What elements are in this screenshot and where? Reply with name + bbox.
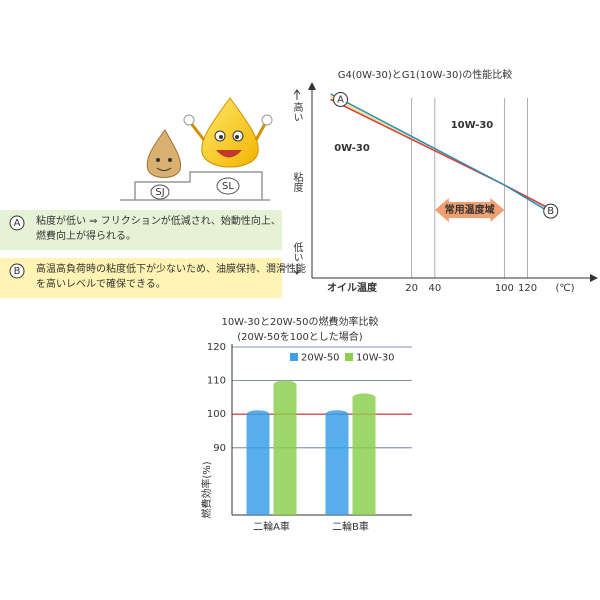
end-marker-label: A [337, 94, 344, 105]
series-line [330, 93, 552, 214]
end-marker-label: B [547, 206, 554, 217]
y-axis-label: 燃費効率(%) [200, 461, 213, 518]
mascot: SJ SL [120, 97, 273, 201]
end-marker [333, 91, 349, 107]
y-axis-label: 粘度 [291, 171, 303, 193]
note-text: を高いレベルで確保できる。 [36, 277, 166, 290]
legend-label: 20W-50 [301, 353, 340, 364]
axis-arrow [590, 274, 598, 282]
y-bottom-label: 低い [291, 241, 303, 262]
x-axis-unit: (℃) [555, 283, 574, 294]
note-marker: B [14, 266, 21, 277]
range-label: 常用温度域 [445, 203, 495, 216]
podium-label: SL [222, 181, 234, 192]
podium-label: SJ [155, 187, 164, 198]
series-label: 10W-30 [451, 120, 494, 131]
note-marker: A [14, 218, 21, 229]
chart-subtitle: (20W-50を100とした場合) [237, 330, 363, 343]
y-tick-label: 120 [207, 342, 226, 353]
note-text: 高温高負荷時の粘度低下が少ないため、油膜保持、潤滑性能 [36, 262, 306, 275]
legend-swatch [290, 353, 298, 361]
legend-label: 10W-30 [356, 353, 395, 364]
x-tick-label: 40 [428, 283, 441, 294]
y-tick-label: 110 [207, 376, 226, 387]
x-tick-label: 二輪B車 [332, 520, 369, 533]
bar [352, 393, 376, 515]
note-text: 燃費向上が得られる。 [36, 229, 136, 242]
x-tick-label: 二輪A車 [253, 520, 290, 533]
y-arrow [293, 89, 301, 100]
note-box [0, 210, 282, 250]
legend-swatch [345, 353, 353, 361]
note-box [0, 258, 282, 298]
range-arrow [434, 198, 505, 222]
note-marker-ring [9, 263, 25, 279]
chart-title: 10W-30と20W-50の燃費効率比較 [221, 315, 378, 328]
bar [246, 410, 270, 515]
charts: G4(0W-30)とG1(10W-30)の性能比較 20 40 100 120 0W-30… [200, 68, 598, 533]
axis-arrow [308, 82, 316, 90]
y-top-label: 高い [291, 101, 303, 122]
y-tick-label: 100 [207, 409, 226, 420]
x-tick-label: 100 [495, 283, 514, 294]
note-text: 粘度が低い ⇒ フリクションが低減され、始動性向上、 [36, 214, 281, 227]
y-tick-label: 90 [213, 443, 226, 454]
x-tick-label: 120 [518, 283, 537, 294]
chart-title: G4(0W-30)とG1(10W-30)の性能比較 [338, 68, 513, 81]
series-label: 0W-30 [334, 143, 370, 154]
y-arrow [293, 264, 301, 275]
bar [273, 380, 297, 515]
end-marker [543, 203, 559, 219]
bar [325, 410, 349, 515]
x-axis-label: オイル温度 [327, 281, 378, 294]
x-tick-label: 20 [405, 283, 418, 294]
notes: A 粘度が低い ⇒ フリクションが低減され、始動性向上、燃費向上が得られる。 B 高温… [0, 210, 306, 298]
note-marker-ring [9, 215, 25, 231]
